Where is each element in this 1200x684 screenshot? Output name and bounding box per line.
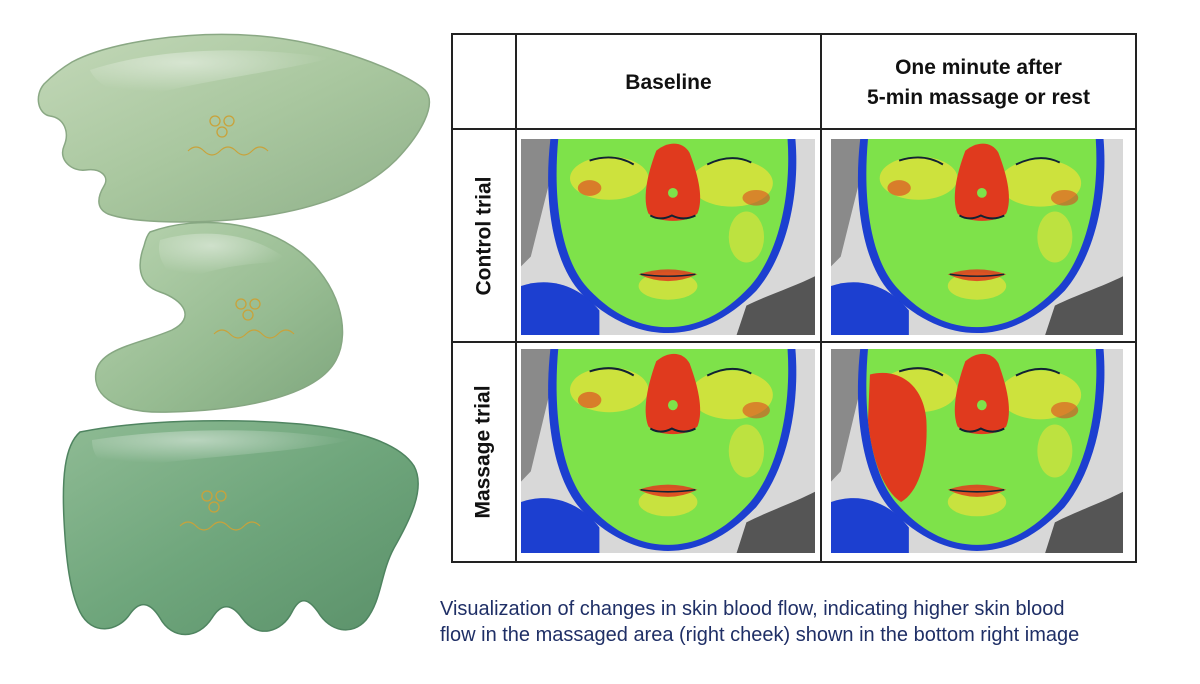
- massage-after-image: [831, 349, 1123, 553]
- column-header-baseline: Baseline: [625, 70, 712, 94]
- aina-heal-logo-icon: [213, 298, 295, 339]
- aina-heal-logo-icon: [179, 490, 261, 531]
- row-header-control: Control trial: [472, 176, 495, 295]
- gua-sha-stone-wing: [37, 33, 431, 223]
- control-after-image-graphic: [831, 139, 1123, 335]
- row-header-massage: Massage trial: [472, 385, 496, 519]
- massage-after-image-graphic: [831, 349, 1123, 553]
- control-after-image: [831, 139, 1123, 335]
- figure-caption: Visualization of changes in skin blood f…: [440, 596, 1180, 648]
- gua-sha-stones-image: [37, 33, 431, 636]
- gua-sha-stone-heart: [94, 221, 344, 413]
- control-baseline-image: [521, 139, 815, 335]
- caption-line-2: flow in the massaged area (right cheek) …: [440, 624, 1080, 646]
- column-header-after: One minute after 5-min massage or rest: [867, 55, 1090, 109]
- gua-sha-stone-comb: [62, 419, 419, 636]
- blood-flow-figure: Baseline One minute after 5-min massage …: [451, 33, 1137, 563]
- massage-baseline-image-graphic: [521, 349, 815, 553]
- aina-heal-logo-icon: [187, 115, 269, 156]
- caption-line-1: Visualization of changes in skin blood f…: [440, 598, 1065, 620]
- control-baseline-image-graphic: [521, 139, 815, 335]
- massage-baseline-image: [521, 349, 815, 553]
